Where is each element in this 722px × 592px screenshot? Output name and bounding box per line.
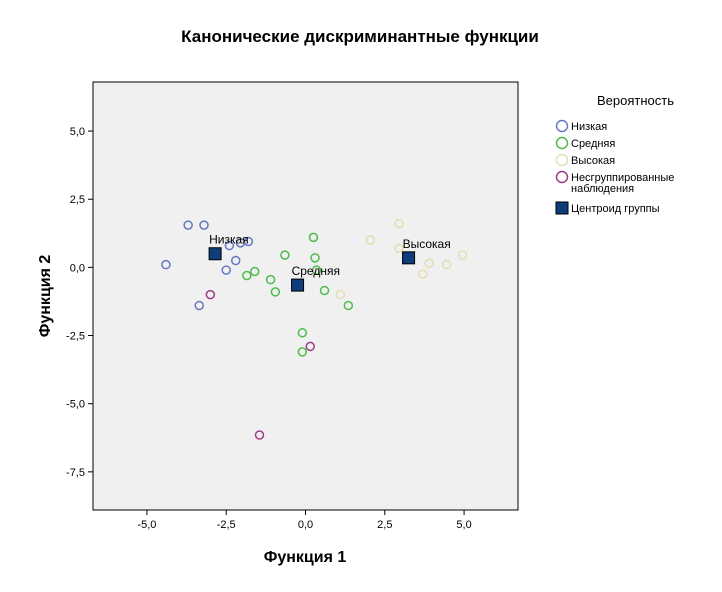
point-series-1	[310, 253, 320, 263]
point-series-3	[254, 430, 265, 440]
point-series-0	[230, 255, 241, 266]
point-series-1	[311, 265, 322, 275]
legend-entry-label: Низкая	[571, 121, 607, 133]
centroid-marker	[291, 278, 305, 292]
point-series-1	[297, 347, 308, 357]
x-tick-label: 5,0	[456, 519, 471, 531]
point-series-1	[265, 274, 276, 285]
point-series-0	[199, 220, 209, 230]
y-tick-label: 5,0	[70, 126, 85, 138]
point-series-1	[250, 266, 260, 277]
x-tick-label: 2,5	[377, 519, 392, 531]
centroid-label: Высокая	[403, 237, 451, 251]
point-series-0	[243, 236, 254, 247]
point-series-1	[270, 287, 281, 297]
point-series-0	[183, 220, 193, 230]
y-tick-label: 2,5	[70, 194, 85, 206]
point-series-2	[394, 243, 404, 254]
y-tick-label: -2,5	[66, 331, 85, 343]
chart-title: Канонические дискриминантные функции	[181, 27, 539, 46]
point-series-2	[418, 269, 428, 279]
point-series-0	[221, 265, 231, 275]
plot-area	[92, 81, 519, 511]
point-series-1	[308, 232, 319, 243]
y-axis-label: Функция 2	[37, 255, 54, 338]
point-series-3	[205, 289, 216, 300]
point-series-0	[224, 240, 235, 251]
point-series-2	[394, 219, 404, 229]
legend-marker-2	[555, 153, 569, 167]
point-series-1	[343, 300, 354, 311]
x-axis-label: Функция 1	[264, 549, 347, 566]
point-series-3	[305, 341, 316, 352]
legend: Вероятность Низкая Средняя Высокая Несгрупп…	[555, 93, 674, 215]
point-series-2	[441, 259, 452, 270]
point-series-2	[424, 258, 434, 269]
point-series-2	[335, 289, 346, 300]
legend-title: Вероятность	[597, 93, 674, 108]
centroid-label: Низкая	[209, 233, 249, 247]
point-series-2	[365, 235, 376, 245]
x-tick-label: 0,0	[298, 519, 313, 531]
group-centroids: Низкая Средняя Высокая	[208, 233, 451, 292]
centroid-label: Средняя	[292, 264, 340, 278]
x-axis: -5,0 -2,5 0,0 2,5 5,0	[137, 510, 472, 531]
legend-marker-3	[555, 170, 569, 184]
point-series-0	[194, 300, 204, 311]
y-tick-label: -7,5	[66, 467, 85, 479]
x-tick-label: -5,0	[137, 519, 156, 531]
legend-marker-1	[555, 136, 569, 150]
centroid-marker	[208, 247, 222, 261]
centroid-marker	[402, 251, 416, 265]
y-tick-label: 0,0	[70, 262, 85, 274]
legend-marker-0	[555, 119, 569, 133]
point-series-1	[297, 328, 308, 338]
y-axis: 5,0 2,5 0,0 -2,5 -5,0 -7,5	[66, 126, 93, 479]
point-series-1	[280, 250, 290, 260]
x-tick-label: -2,5	[217, 519, 236, 531]
legend-entry-label: Высокая	[571, 155, 615, 167]
point-series-1	[319, 285, 330, 296]
legend-marker-centroid	[555, 201, 569, 215]
y-tick-label: -5,0	[66, 399, 85, 411]
legend-entry-label: Несгруппированные наблюдения	[571, 172, 674, 195]
point-series-1	[242, 270, 252, 281]
point-series-2	[457, 250, 468, 260]
legend-entry-label: Центроид группы	[571, 203, 660, 215]
legend-entry-label: Средняя	[571, 138, 615, 150]
data-points	[161, 219, 468, 440]
point-series-0	[161, 259, 171, 270]
